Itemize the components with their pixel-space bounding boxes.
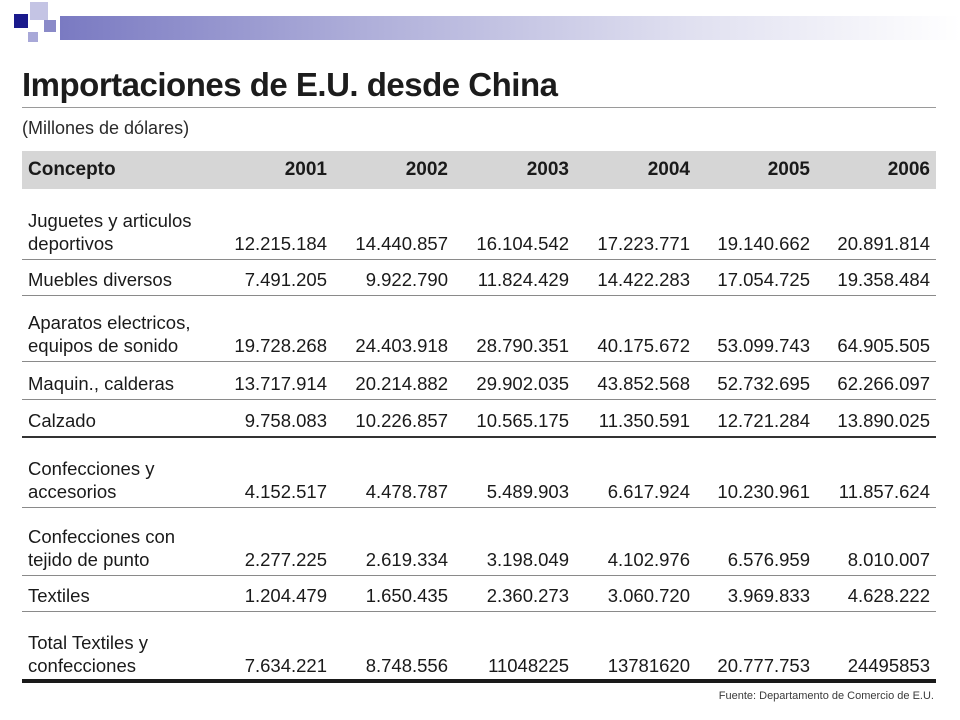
- deco-square-small: [28, 32, 38, 42]
- column-header: 2003: [454, 151, 575, 189]
- row-label: Total Textiles y confecciones: [28, 632, 148, 676]
- table-cell: 14.440.857: [333, 189, 454, 260]
- table-cell: 10.226.857: [333, 399, 454, 438]
- row-label: Muebles diversos: [22, 259, 212, 296]
- table-cell: 8.748.556: [365, 655, 448, 676]
- table-cell: 17.054.725: [696, 259, 816, 296]
- row-label: Confecciones con tejido de punto: [22, 507, 212, 576]
- table-cell: 64.905.505: [816, 295, 936, 362]
- table-title: Importaciones de E.U. desde China: [22, 66, 558, 103]
- table-cell: 13781620: [607, 655, 690, 676]
- table-cell: 4.152.517: [212, 437, 333, 508]
- table-cell: 7.491.205: [212, 259, 333, 296]
- deco-square-dark: [14, 14, 28, 28]
- table-cell: 6.576.959: [696, 507, 816, 576]
- table-subtitle: (Millones de dólares): [22, 118, 190, 138]
- table-cell: 19.140.662: [696, 189, 816, 260]
- table-cell: 12.721.284: [696, 399, 816, 438]
- row-label: Juguetes y articulos deportivos: [22, 189, 212, 260]
- table-row: Confecciones con tejido de punto 2.277.22…: [22, 507, 936, 576]
- table-cell: 4.628.222: [816, 575, 936, 612]
- table-cell: 52.732.695: [696, 361, 816, 400]
- table-row: Juguetes y articulos deportivos 12.215.18…: [22, 189, 936, 260]
- table-bottom-rule: [22, 679, 936, 683]
- table-cell: 40.175.672: [575, 295, 696, 362]
- table-cell: 9.758.083: [212, 399, 333, 438]
- table-cell: 20.777.753: [717, 655, 810, 676]
- table-cell: 8.010.007: [816, 507, 936, 576]
- row-label: Calzado: [22, 399, 212, 438]
- table-row: Total Textiles y confecciones 7.634.221 8.…: [22, 611, 936, 681]
- table-row: Confecciones y accesorios 4.152.517 4.478.…: [22, 437, 936, 508]
- table-cell: 9.922.790: [333, 259, 454, 296]
- table-cell: 19.728.268: [212, 295, 333, 362]
- table-cell: 12.215.184: [212, 189, 333, 260]
- row-label: Textiles: [22, 575, 212, 612]
- table-cell: 20.891.814: [816, 189, 936, 260]
- table-cell: 19.358.484: [816, 259, 936, 296]
- table-cell: 2.360.273: [454, 575, 575, 612]
- table-cell: 53.099.743: [696, 295, 816, 362]
- table-cell: 11.824.429: [454, 259, 575, 296]
- table-cell: 11.857.624: [816, 437, 936, 508]
- row-label: Maquin., calderas: [22, 361, 212, 400]
- table-cell: 11.350.591: [575, 399, 696, 438]
- table-cell: 43.852.568: [575, 361, 696, 400]
- table-cell: 3.969.833: [696, 575, 816, 612]
- column-header: Concepto: [22, 151, 212, 189]
- deco-gradient-bar: [60, 16, 960, 40]
- title-divider: [22, 107, 936, 108]
- table-row: Maquin., calderas 13.717.914 20.214.882 29.…: [22, 361, 936, 400]
- table-cell: 1.650.435: [333, 575, 454, 612]
- imports-table: Concepto 2001 2002 2003 2004 2005 2006 J…: [22, 151, 936, 681]
- table-cell: 17.223.771: [575, 189, 696, 260]
- table-cell: 2.619.334: [333, 507, 454, 576]
- table-cell: 10.565.175: [454, 399, 575, 438]
- table-cell: 4.478.787: [333, 437, 454, 508]
- table-row: Calzado 9.758.083 10.226.857 10.565.175 11.3…: [22, 399, 936, 438]
- table-row: Muebles diversos 7.491.205 9.922.790 11.824…: [22, 259, 936, 296]
- table-cell: 20.214.882: [333, 361, 454, 400]
- table-header-row: Concepto 2001 2002 2003 2004 2005 2006: [22, 151, 936, 189]
- table-row: Textiles 1.204.479 1.650.435 2.360.273 3.060…: [22, 575, 936, 612]
- table-cell: 14.422.283: [575, 259, 696, 296]
- table-cell: 28.790.351: [454, 295, 575, 362]
- table-cell: 16.104.542: [454, 189, 575, 260]
- column-header: 2005: [696, 151, 816, 189]
- table-cell: 5.489.903: [454, 437, 575, 508]
- table-cell: 2.277.225: [212, 507, 333, 576]
- table-cell: 29.902.035: [454, 361, 575, 400]
- deco-square-mid: [44, 20, 56, 32]
- table-cell: 13.717.914: [212, 361, 333, 400]
- table-cell: 11048225: [488, 655, 569, 676]
- column-header: 2004: [575, 151, 696, 189]
- table-cell: 4.102.976: [575, 507, 696, 576]
- table-cell: 1.204.479: [212, 575, 333, 612]
- table-cell: 24.403.918: [333, 295, 454, 362]
- row-label: Aparatos electricos, equipos de sonido: [22, 295, 212, 362]
- table-cell: 13.890.025: [816, 399, 936, 438]
- column-header: 2006: [816, 151, 936, 189]
- column-header: 2002: [333, 151, 454, 189]
- source-note: Fuente: Departamento de Comercio de E.U.: [718, 690, 934, 702]
- table-cell: 3.198.049: [454, 507, 575, 576]
- slide-decoration: [0, 0, 960, 54]
- table-cell: 3.060.720: [575, 575, 696, 612]
- table-cell: 10.230.961: [696, 437, 816, 508]
- table-cell: 24495853: [847, 655, 930, 676]
- table-cell: 62.266.097: [816, 361, 936, 400]
- table-body: Juguetes y articulos deportivos 12.215.18…: [22, 189, 936, 681]
- table-row: Aparatos electricos, equipos de sonido 19…: [22, 295, 936, 362]
- table-cell: 7.634.221: [244, 655, 327, 676]
- row-label: Confecciones y accesorios: [22, 437, 212, 508]
- table-cell: 6.617.924: [575, 437, 696, 508]
- deco-square-light: [30, 2, 48, 20]
- column-header: 2001: [212, 151, 333, 189]
